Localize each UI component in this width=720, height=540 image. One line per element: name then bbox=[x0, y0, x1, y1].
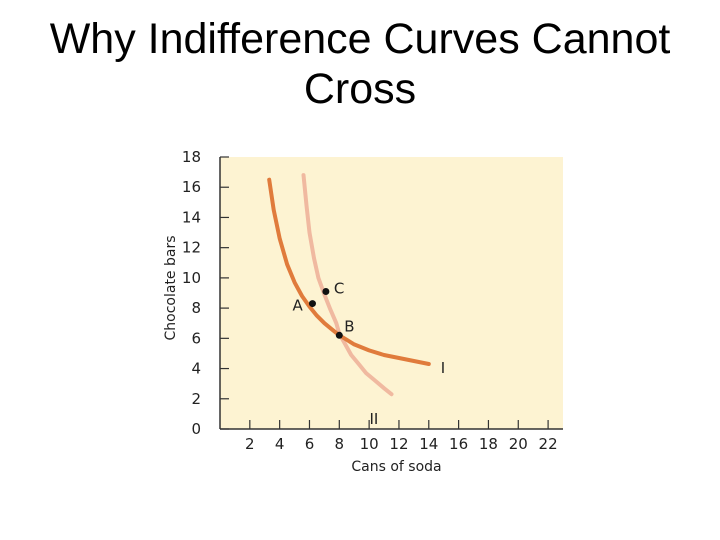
y-axis-label: Chocolate bars bbox=[163, 235, 179, 340]
y-tick-label-0: 0 bbox=[191, 420, 201, 438]
point-label-b: B bbox=[344, 317, 354, 335]
x-tick-label-14: 14 bbox=[419, 435, 438, 453]
y-tick-label-8: 8 bbox=[191, 299, 201, 317]
y-tick-label-16: 16 bbox=[182, 178, 201, 196]
x-tick-label-22: 22 bbox=[539, 435, 558, 453]
y-tick-label-4: 4 bbox=[191, 360, 201, 378]
x-tick-label-10: 10 bbox=[360, 435, 379, 453]
x-tick-label-4: 4 bbox=[275, 435, 285, 453]
y-tick-label-12: 12 bbox=[182, 239, 201, 257]
point-a bbox=[308, 300, 316, 308]
title-line-1: Why Indifference Curves Cannot bbox=[49, 15, 671, 63]
point-b bbox=[335, 331, 343, 339]
y-tick-label-6: 6 bbox=[191, 329, 201, 347]
point-label-c: C bbox=[334, 279, 344, 297]
point-c bbox=[322, 287, 330, 295]
x-tick-label-8: 8 bbox=[335, 435, 345, 453]
x-tick-label-6: 6 bbox=[305, 435, 315, 453]
x-tick-label-18: 18 bbox=[479, 435, 498, 453]
x-axis-label: Cans of soda bbox=[351, 459, 441, 475]
point-label-a: A bbox=[292, 297, 303, 315]
y-tick-label-10: 10 bbox=[182, 269, 201, 287]
title-line-2: Cross bbox=[303, 65, 417, 113]
page-title: Why Indifference Curves Cannot Cross bbox=[0, 14, 720, 114]
indifference-curve-ii bbox=[301, 173, 394, 397]
y-tick-label-2: 2 bbox=[191, 390, 201, 408]
indifference-curve-i bbox=[267, 177, 431, 366]
x-tick-label-12: 12 bbox=[389, 435, 408, 453]
x-tick-label-2: 2 bbox=[245, 435, 255, 453]
curve-label-i: I bbox=[441, 359, 445, 377]
curve-label-ii: II bbox=[370, 410, 379, 428]
plot-background bbox=[220, 157, 563, 429]
x-tick-label-16: 16 bbox=[449, 435, 468, 453]
x-tick-label-20: 20 bbox=[509, 435, 528, 453]
y-tick-label-14: 14 bbox=[182, 208, 201, 226]
y-tick-label-18: 18 bbox=[182, 148, 201, 166]
